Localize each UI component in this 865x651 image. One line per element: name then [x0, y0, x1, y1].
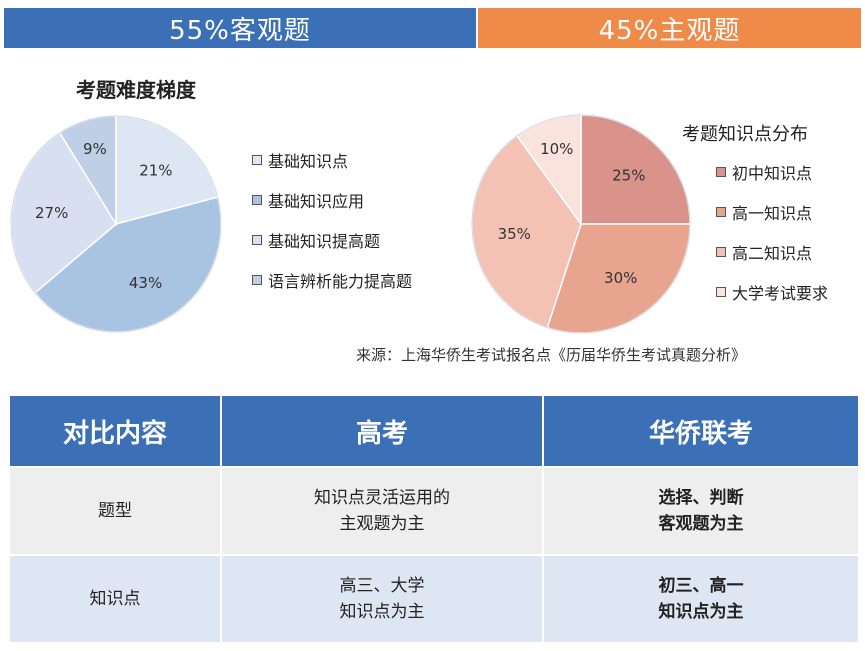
slice-label: 25% — [612, 167, 645, 185]
legend-label: 基础知识点 — [268, 152, 349, 171]
huaqiao-cell: 选择、判断 客观题为主 — [542, 466, 860, 556]
source-note: 来源：上海华侨生考试报名点《历届华侨生考试真题分析》 — [356, 346, 747, 364]
row-label: 题型 — [8, 466, 222, 556]
slice-label: 35% — [498, 225, 531, 243]
gaokao-cell: 知识点灵活运用的 主观题为主 — [220, 466, 544, 556]
legend-label: 大学考试要求 — [732, 284, 829, 303]
knowledge-chart-title: 考题知识点分布 — [682, 124, 808, 145]
legend-item: 基础知识点 — [252, 140, 412, 180]
knowledge-legend: 初中知识点高一知识点高二知识点大学考试要求 — [716, 152, 828, 312]
legend-swatch — [252, 235, 262, 245]
legend-swatch — [252, 275, 262, 285]
legend-item: 大学考试要求 — [716, 272, 828, 312]
knowledge-pie-chart: 25% 30% 35% 10% — [471, 114, 691, 334]
legend-label: 高一知识点 — [732, 204, 813, 223]
table-row: 题型 知识点灵活运用的 主观题为主 选择、判断 客观题为主 — [8, 466, 860, 556]
legend-item: 语言辨析能力提高题 — [252, 260, 412, 300]
legend-item: 初中知识点 — [716, 152, 828, 192]
slice-label: 21% — [139, 162, 172, 180]
legend-item: 高二知识点 — [716, 232, 828, 272]
pie-outline — [10, 115, 222, 333]
table-header-row: 对比内容 高考 华侨联考 — [8, 394, 860, 468]
pie-outline — [471, 114, 691, 334]
legend-swatch — [716, 167, 726, 177]
objective-banner: 55%客观题 — [4, 8, 476, 48]
header-gaokao: 高考 — [220, 394, 544, 468]
difficulty-pie-chart: 21% 43% 27% 9% — [10, 115, 222, 333]
table-row: 知识点 高三、大学 知识点为主 初三、高一 知识点为主 — [8, 554, 860, 644]
legend-swatch — [252, 155, 262, 165]
slice-label: 9% — [83, 140, 107, 158]
legend-swatch — [252, 195, 262, 205]
subjective-banner: 45%主观题 — [478, 8, 861, 48]
slice-label: 10% — [540, 140, 573, 158]
slice-label: 43% — [129, 274, 162, 292]
legend-item: 基础知识提高题 — [252, 220, 412, 260]
legend-label: 高二知识点 — [732, 244, 813, 263]
slice-label: 30% — [604, 269, 637, 287]
legend-label: 基础知识提高题 — [268, 232, 381, 251]
legend-swatch — [716, 287, 726, 297]
huaqiao-cell: 初三、高一 知识点为主 — [542, 554, 860, 644]
comparison-table: 对比内容 高考 华侨联考 题型 知识点灵活运用的 主观题为主 选择、判断 客观题… — [8, 394, 860, 644]
legend-label: 语言辨析能力提高题 — [268, 272, 413, 291]
difficulty-chart-title: 考题难度梯度 — [76, 78, 196, 102]
legend-swatch — [716, 207, 726, 217]
legend-swatch — [716, 247, 726, 257]
legend-item: 高一知识点 — [716, 192, 828, 232]
legend-label: 基础知识应用 — [268, 192, 365, 211]
legend-item: 基础知识应用 — [252, 180, 412, 220]
row-label: 知识点 — [8, 554, 222, 644]
header-huaqiao-exam: 华侨联考 — [542, 394, 860, 468]
gaokao-cell: 高三、大学 知识点为主 — [220, 554, 544, 644]
slice-label: 27% — [35, 204, 68, 222]
header-compare-content: 对比内容 — [8, 394, 222, 468]
legend-label: 初中知识点 — [732, 164, 813, 183]
difficulty-legend: 基础知识点基础知识应用 基础知识提高题语言辨析能力提高题 — [252, 140, 412, 300]
